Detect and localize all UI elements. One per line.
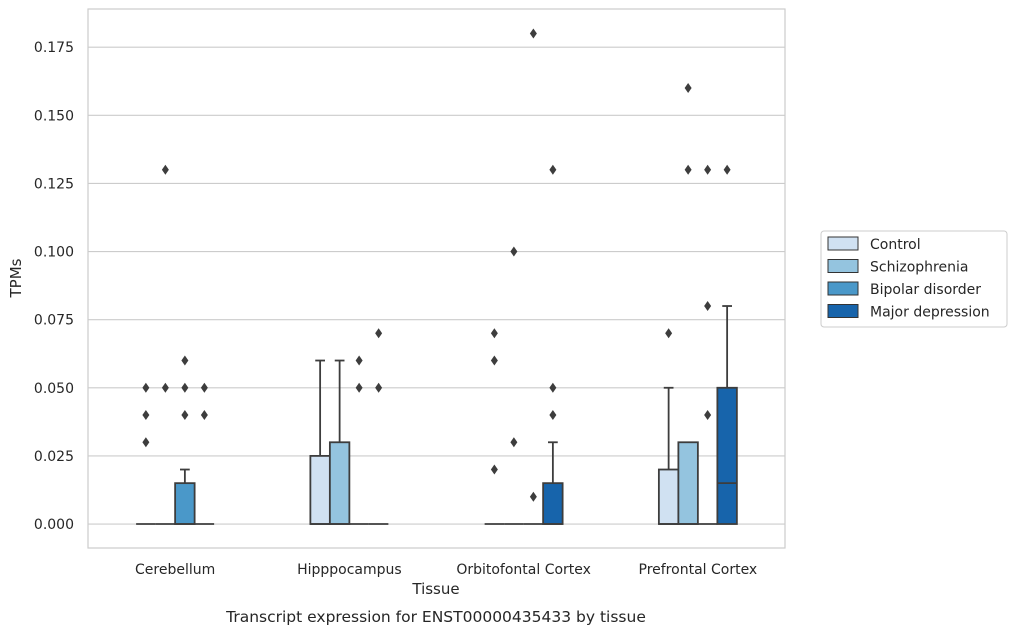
box-group <box>155 164 176 525</box>
outlier-point <box>529 28 537 39</box>
outlier-point <box>510 437 518 448</box>
y-tick-label: 0.175 <box>34 40 74 56</box>
outlier-point <box>181 355 189 366</box>
box <box>174 482 196 525</box>
outlier-point <box>490 328 498 339</box>
outlier-point <box>200 382 208 393</box>
y-tick-label: 0.025 <box>34 449 74 465</box>
box-group <box>504 246 524 525</box>
y-axis-label: TPMs <box>7 258 25 298</box>
legend-label: Bipolar disorder <box>870 282 981 298</box>
outlier-point <box>181 410 189 421</box>
outlier-point <box>723 164 731 175</box>
outlier-point <box>375 328 383 339</box>
box <box>716 386 738 525</box>
x-tick-label: Hipppocampus <box>297 562 402 578</box>
box-group <box>523 28 544 525</box>
plot-frame <box>87 8 786 549</box>
outlier-point <box>375 382 383 393</box>
outlier-point <box>665 328 673 339</box>
x-tick-label: Cerebellum <box>135 562 215 578</box>
box-group <box>328 359 351 525</box>
legend-label: Schizophrenia <box>870 260 968 276</box>
y-tick-label: 0.125 <box>34 176 74 192</box>
outlier-point <box>355 355 363 366</box>
outlier-point <box>355 382 363 393</box>
outlier-point <box>684 164 692 175</box>
outlier-point <box>490 464 498 475</box>
legend-swatch <box>827 304 859 318</box>
legend-items: Control Schizophrenia Bipolar disorder Majo… <box>827 236 990 321</box>
outlier-point <box>142 410 150 421</box>
outlier-point <box>704 164 712 175</box>
box-group <box>309 359 331 525</box>
x-tick-label: Prefrontal Cortex <box>639 562 758 578</box>
box <box>657 468 680 525</box>
box <box>328 441 351 525</box>
y-axis-ticks: 0.000 0.025 0.050 0.075 0.100 0.125 0.150 0.175 <box>34 40 74 533</box>
box-group <box>368 328 389 525</box>
x-axis-label: Tissue <box>411 580 459 598</box>
outlier-point <box>684 83 692 94</box>
legend: Control Schizophrenia Bipolar disorder Majo… <box>820 230 1008 328</box>
outlier-point <box>510 246 518 257</box>
outlier-point <box>181 382 189 393</box>
box <box>677 441 699 525</box>
outlier-point <box>200 410 208 421</box>
outlier-point <box>161 382 169 393</box>
y-tick-label: 0.050 <box>34 381 74 397</box>
box-group <box>716 164 738 525</box>
legend-frame <box>820 230 1008 328</box>
box-group <box>657 328 680 525</box>
box-group <box>677 83 699 525</box>
box-group <box>484 328 505 525</box>
outlier-point <box>549 164 557 175</box>
outlier-point <box>142 437 150 448</box>
x-tick-label: Orbitofontal Cortex <box>456 562 591 578</box>
y-tick-label: 0.100 <box>34 245 74 261</box>
legend-label: Control <box>870 237 921 253</box>
box-group <box>136 382 156 525</box>
y-tick-label: 0.150 <box>34 108 74 124</box>
box-group <box>194 382 215 525</box>
box-group <box>349 355 369 525</box>
legend-swatch <box>827 259 859 273</box>
y-tick-label: 0.075 <box>34 313 74 329</box>
box-group <box>174 355 196 525</box>
outlier-point <box>142 382 150 393</box>
box-group <box>542 164 564 525</box>
outlier-point <box>161 164 169 175</box>
y-tick-label: 0.000 <box>34 517 74 533</box>
legend-swatch <box>827 236 859 251</box>
legend-swatch <box>827 281 859 296</box>
outlier-point <box>549 410 557 421</box>
chart-caption: Transcript expression for ENST0000043543… <box>225 608 646 626</box>
outlier-point <box>704 301 712 312</box>
legend-label: Major depression <box>870 305 990 321</box>
outlier-point <box>529 491 537 502</box>
box-group <box>697 164 718 525</box>
outlier-point <box>704 410 712 421</box>
x-axis-ticks: Cerebellum Hipppocampus Orbitofontal Corte… <box>135 562 757 578</box>
box-layer <box>136 28 738 525</box>
box <box>309 454 331 525</box>
outlier-point <box>490 355 498 366</box>
outlier-point <box>549 382 557 393</box>
box <box>542 482 564 525</box>
